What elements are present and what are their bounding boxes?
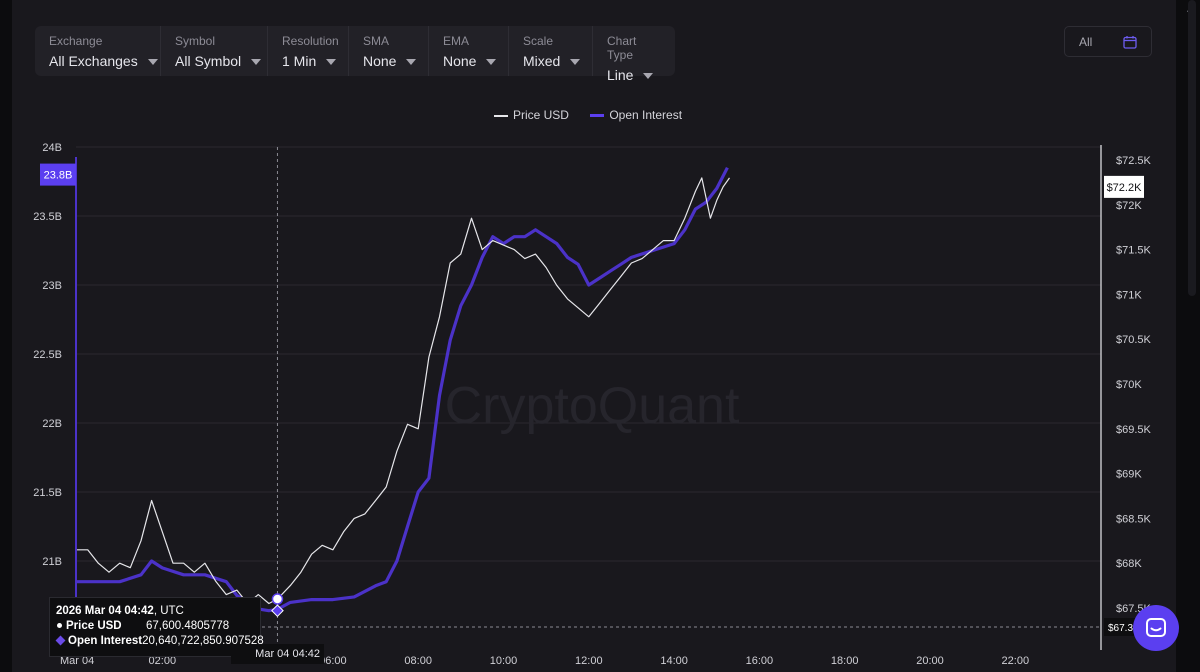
sma-dropdown[interactable]: SMA None <box>349 26 429 76</box>
y-right-tick-label: $69K <box>1116 469 1142 481</box>
resolution-dropdown[interactable]: Resolution 1 Min <box>268 26 349 76</box>
y-right-tick-label: $71K <box>1116 289 1142 301</box>
x-tick-label: 02:00 <box>149 655 177 667</box>
x-tick-label: 10:00 <box>490 655 518 667</box>
exchange-value: All Exchanges <box>49 53 138 69</box>
chart-legend: Price USD Open Interest <box>0 108 1176 122</box>
y-right-tick-label: $68.5K <box>1116 513 1152 525</box>
x-tick-label: 20:00 <box>916 655 944 667</box>
tooltip-row-open-interest: Open Interest 20,640,722,850.907528 <box>55 634 264 649</box>
filter-toolbar: Exchange All Exchanges Symbol All Symbol… <box>35 26 675 83</box>
chevron-down-icon <box>486 59 497 66</box>
chevron-down-icon <box>570 59 581 66</box>
scale-dropdown[interactable]: Scale Mixed <box>509 26 593 76</box>
legend-line-open-interest <box>590 114 605 118</box>
scrollbar[interactable]: ▲ <box>1176 0 1200 672</box>
y-left-tick-label: 21.5B <box>33 487 62 499</box>
crosshair-price-label: $67.3K <box>1108 623 1140 634</box>
y-right-tick-label: $68K <box>1116 558 1142 570</box>
tooltip-title: 2026 Mar 04 04:42, UTC <box>56 604 260 619</box>
y-right-tick-label: $72.5K <box>1116 155 1152 167</box>
y-left-tick-label: 22B <box>42 418 62 430</box>
y-right-tick-label: $71.5K <box>1116 245 1152 257</box>
x-tick-label: 08:00 <box>404 655 432 667</box>
y-right-tick-label: $70.5K <box>1116 334 1152 346</box>
y-left-tick-label: 24B <box>42 142 62 154</box>
chat-icon <box>1146 618 1166 637</box>
scale-value: Mixed <box>523 53 561 69</box>
y-right-tick-label: $70K <box>1116 379 1142 391</box>
watermark: CryptoQuant <box>445 377 740 435</box>
exchange-label: Exchange <box>49 34 103 48</box>
y-left-tick-label: 22.5B <box>33 349 62 361</box>
x-tick-label: 06:00 <box>319 655 347 667</box>
open-interest-diamond-icon <box>55 635 66 646</box>
resolution-label: Resolution <box>282 34 339 48</box>
legend-label-open-interest: Open Interest <box>609 108 683 122</box>
chart-panel <box>12 0 1176 672</box>
legend-item-price[interactable]: Price USD <box>493 108 569 122</box>
x-tick-label: Mar 04 <box>60 655 94 667</box>
y-right-tick-label: $72K <box>1116 200 1142 212</box>
symbol-label: Symbol <box>175 34 216 48</box>
chart-type-dropdown[interactable]: Chart Type Line <box>593 26 675 83</box>
tooltip-row-price: Price USD 67,600.4805778 <box>56 619 260 634</box>
resolution-value: 1 Min <box>282 53 317 69</box>
price-dot-icon <box>57 622 62 628</box>
chevron-down-icon <box>251 59 262 66</box>
calendar-icon[interactable] <box>1123 35 1137 49</box>
current-oi-badge <box>40 163 76 186</box>
legend-item-open-interest[interactable]: Open Interest <box>590 108 682 122</box>
exchange-dropdown[interactable]: Exchange All Exchanges <box>35 26 161 76</box>
tooltip-timezone: , UTC <box>153 605 184 617</box>
y-right-tick-label: $69.5K <box>1116 424 1152 436</box>
legend-label-price: Price USD <box>512 108 569 122</box>
tooltip-price-name: Price USD <box>66 620 122 632</box>
current-oi-label: 23.8B <box>44 170 73 182</box>
series-line-price <box>77 177 730 605</box>
ema-value: None <box>443 53 477 69</box>
crosshair-price-badge <box>1104 618 1140 636</box>
chevron-down-icon <box>406 59 417 66</box>
tooltip-oi-name: Open Interest <box>68 635 143 647</box>
current-price-badge <box>1104 175 1144 198</box>
y-left-tick-label: 21B <box>42 556 62 568</box>
symbol-value: All Symbol <box>175 53 242 69</box>
x-tick-label: 18:00 <box>831 655 859 667</box>
chat-support-button[interactable] <box>1133 605 1179 651</box>
date-range-selector[interactable]: All <box>1064 26 1152 57</box>
x-tick-label: 14:00 <box>660 655 688 667</box>
y-left-tick-label: 23B <box>42 280 62 292</box>
sma-label: SMA <box>363 34 390 48</box>
x-tick-label: 22:00 <box>1002 655 1030 667</box>
x-tick-label: 16:00 <box>746 655 774 667</box>
hover-marker-open-interest <box>271 604 284 618</box>
series-line-open-interest <box>77 166 729 613</box>
tooltip-date: 2026 Mar 04 04:42 <box>56 605 154 617</box>
hover-marker-price <box>271 593 284 605</box>
scale-label: Scale <box>523 34 554 48</box>
symbol-dropdown[interactable]: Symbol All Symbol <box>161 26 268 76</box>
tooltip-price-value: 67,600.4805778 <box>146 620 230 632</box>
chevron-down-icon <box>643 73 654 80</box>
chart-type-label: Chart Type <box>607 34 637 62</box>
chevron-down-icon <box>147 59 158 66</box>
sma-value: None <box>363 53 397 69</box>
legend-line-price <box>493 114 508 117</box>
x-tick-label: 12:00 <box>575 655 603 667</box>
ema-label: EMA <box>443 34 470 48</box>
chart-tooltip: 2026 Mar 04 04:42, UTC Price USD 67,600.… <box>49 597 264 657</box>
range-all-button[interactable]: All <box>1079 34 1093 49</box>
chart-type-value: Line <box>607 67 634 83</box>
scroll-thumb[interactable] <box>1188 0 1196 296</box>
crosshair-time-label: Mar 04 04:42 <box>231 644 324 664</box>
ema-dropdown[interactable]: EMA None <box>429 26 509 76</box>
chevron-down-icon <box>326 59 337 66</box>
y-left-tick-label: 23.5B <box>33 211 62 223</box>
current-price-label: $72.2K <box>1107 182 1143 194</box>
